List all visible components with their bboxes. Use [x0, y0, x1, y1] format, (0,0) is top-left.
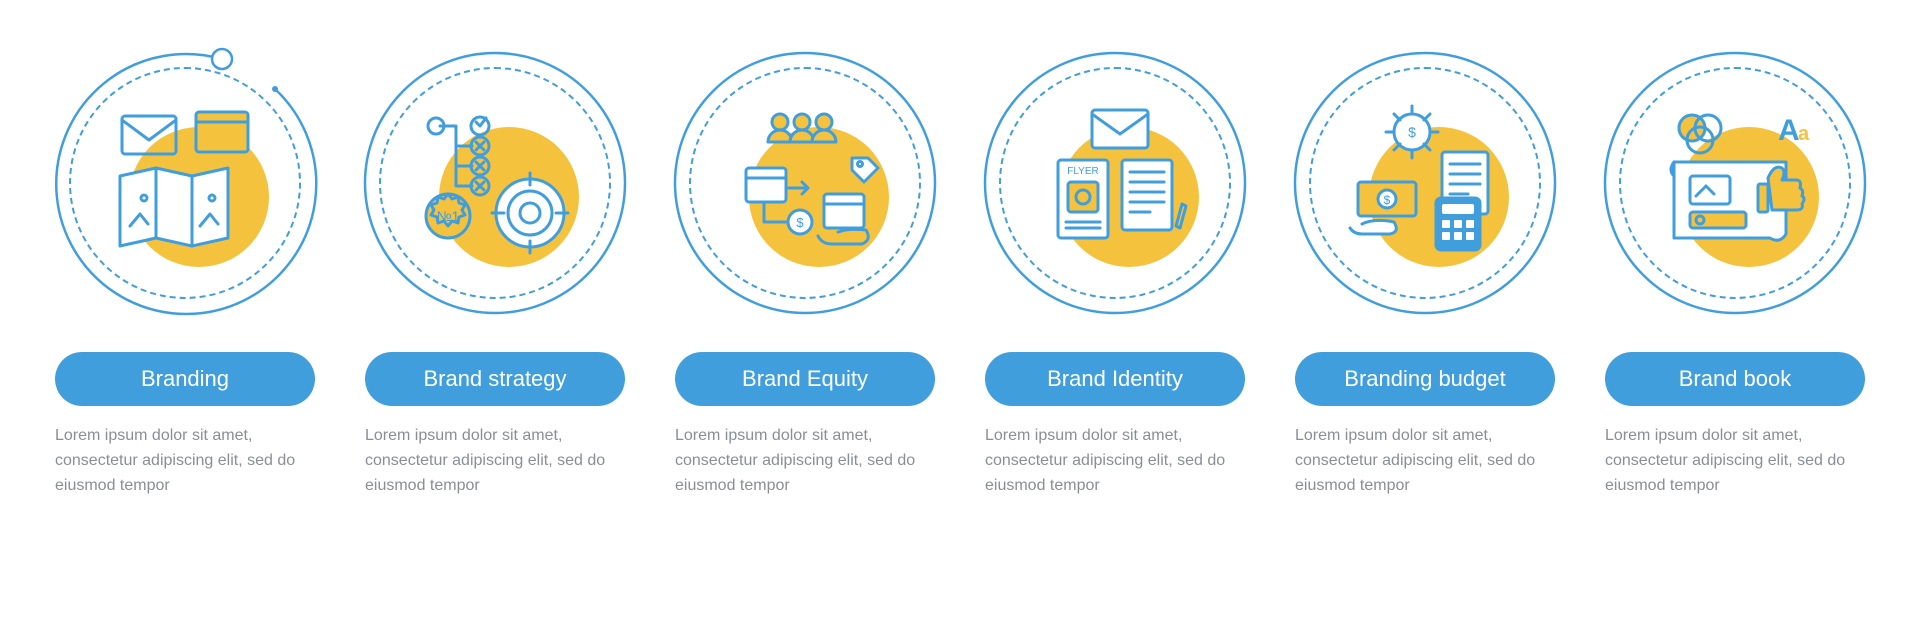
svg-text:A: A	[1778, 114, 1800, 147]
pill-label: Brand Equity	[675, 352, 935, 406]
pill-label: Branding	[55, 352, 315, 406]
step-budget: $ $	[1274, 42, 1576, 498]
circle	[44, 42, 326, 324]
brandbook-icon: A a	[1650, 98, 1820, 268]
equity-icon: $	[720, 98, 890, 268]
strategy-icon: №1	[410, 98, 580, 268]
desc-text: Lorem ipsum dolor sit amet, consectetur …	[985, 424, 1245, 498]
infographic-row: Branding Lorem ipsum dolor sit amet, con…	[0, 0, 1920, 642]
desc-text: Lorem ipsum dolor sit amet, consectetur …	[1295, 424, 1555, 498]
circle: №1	[354, 42, 636, 324]
step-identity: FLYER Brand Identity Lorem ipsum dolor s…	[964, 42, 1266, 498]
desc-text: Lorem ipsum dolor sit amet, consectetur …	[365, 424, 625, 498]
svg-text:№1: №1	[437, 208, 460, 224]
identity-icon: FLYER	[1030, 98, 1200, 268]
svg-text:$: $	[1384, 193, 1391, 207]
circle: FLYER	[974, 42, 1256, 324]
step-branding: Branding Lorem ipsum dolor sit amet, con…	[34, 42, 336, 498]
step-equity: $ Brand Equity Lorem ipsum dolor sit ame…	[654, 42, 956, 498]
circle: $	[664, 42, 946, 324]
svg-text:$: $	[796, 215, 804, 230]
pill-label: Brand book	[1605, 352, 1865, 406]
svg-text:FLYER: FLYER	[1067, 166, 1099, 177]
budget-icon: $ $	[1340, 98, 1510, 268]
desc-text: Lorem ipsum dolor sit amet, consectetur …	[675, 424, 935, 498]
desc-text: Lorem ipsum dolor sit amet, consectetur …	[55, 424, 315, 498]
circle: A a	[1594, 42, 1876, 324]
pill-label: Brand strategy	[365, 352, 625, 406]
branding-icon	[100, 98, 270, 268]
svg-text:a: a	[1798, 123, 1810, 145]
pill-label: Brand Identity	[985, 352, 1245, 406]
pill-label: Branding budget	[1295, 352, 1555, 406]
desc-text: Lorem ipsum dolor sit amet, consectetur …	[1605, 424, 1865, 498]
step-brandbook: A a Brand book Lor	[1584, 42, 1886, 498]
step-strategy: №1 Brand strategy Lorem ipsum dolor sit …	[344, 42, 646, 498]
circle: $ $	[1284, 42, 1566, 324]
svg-text:$: $	[1408, 124, 1416, 140]
